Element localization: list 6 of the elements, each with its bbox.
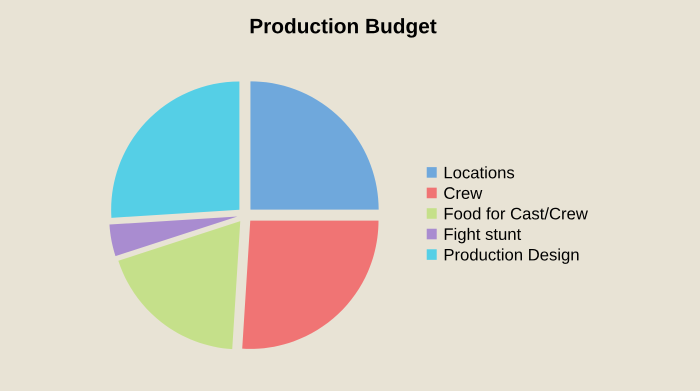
legend-label: Crew: [444, 187, 482, 199]
chart-title: Production Budget: [250, 18, 436, 38]
legend-label: Production Design: [444, 248, 578, 264]
legend-label: Locations: [444, 166, 514, 178]
legend-label: Food for Cast/Crew: [444, 207, 588, 220]
legend-label: Fight stunt: [444, 228, 522, 244]
